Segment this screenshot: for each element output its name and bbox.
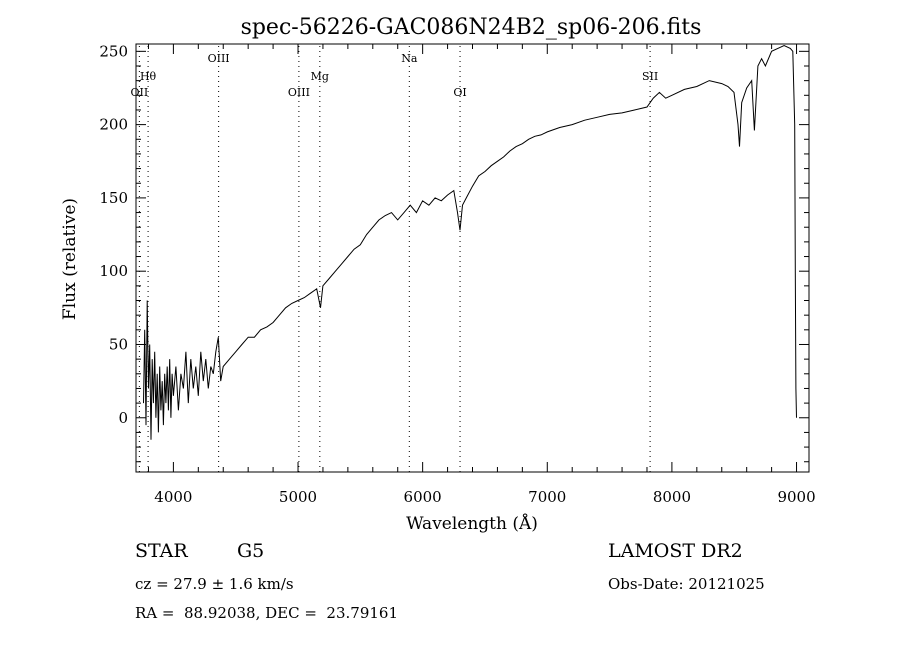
y-tick-label-4: 200 <box>99 116 128 134</box>
line-marker-label-5: Na <box>401 52 418 65</box>
y-tick-label-5: 250 <box>99 42 128 60</box>
y-tick-label-3: 150 <box>99 189 128 207</box>
object-class-label: STAR <box>135 540 188 562</box>
line-marker-label-4: Mg <box>311 70 329 83</box>
obs-date-label: Obs-Date: 20121025 <box>608 575 765 593</box>
x-tick-label-2: 6000 <box>404 488 442 506</box>
survey-label: LAMOST DR2 <box>608 540 743 562</box>
x-tick-label-1: 5000 <box>279 488 317 506</box>
y-tick-label-2: 100 <box>99 262 128 280</box>
spectrum-series <box>143 44 797 440</box>
line-marker-label-6: OI <box>453 86 466 99</box>
x-tick-label-3: 7000 <box>528 488 566 506</box>
y-tick-label-0: 0 <box>118 409 128 427</box>
coordinates-label: RA = 88.92038, DEC = 23.79161 <box>135 604 399 622</box>
x-tick-label-4: 8000 <box>653 488 691 506</box>
line-marker-label-0: Hθ <box>140 70 157 83</box>
line-marker-label-1: OII <box>131 86 149 99</box>
x-tick-label-5: 9000 <box>777 488 815 506</box>
x-axis-label: Wavelength (Å) <box>406 513 538 534</box>
line-marker-label-2: OIII <box>208 52 230 65</box>
y-axis-label: Flux (relative) <box>60 198 80 320</box>
subclass-label: G5 <box>237 540 265 562</box>
line-marker-label-3: OIII <box>288 86 310 99</box>
plot-frame <box>135 43 810 473</box>
chart-title: spec-56226-GAC086N24B2_sp06-206.fits <box>241 15 702 40</box>
y-tick-label-1: 50 <box>109 335 128 353</box>
redshift-label: cz = 27.9 ± 1.6 km/s <box>135 575 294 593</box>
line-marker-label-7: SII <box>642 70 658 83</box>
spectrum-line <box>143 44 797 440</box>
axis-ticks: 4000 5000 6000 7000 8000 9000 0 50 100 150 200 250 <box>99 42 815 506</box>
x-tick-label-0: 4000 <box>154 488 192 506</box>
